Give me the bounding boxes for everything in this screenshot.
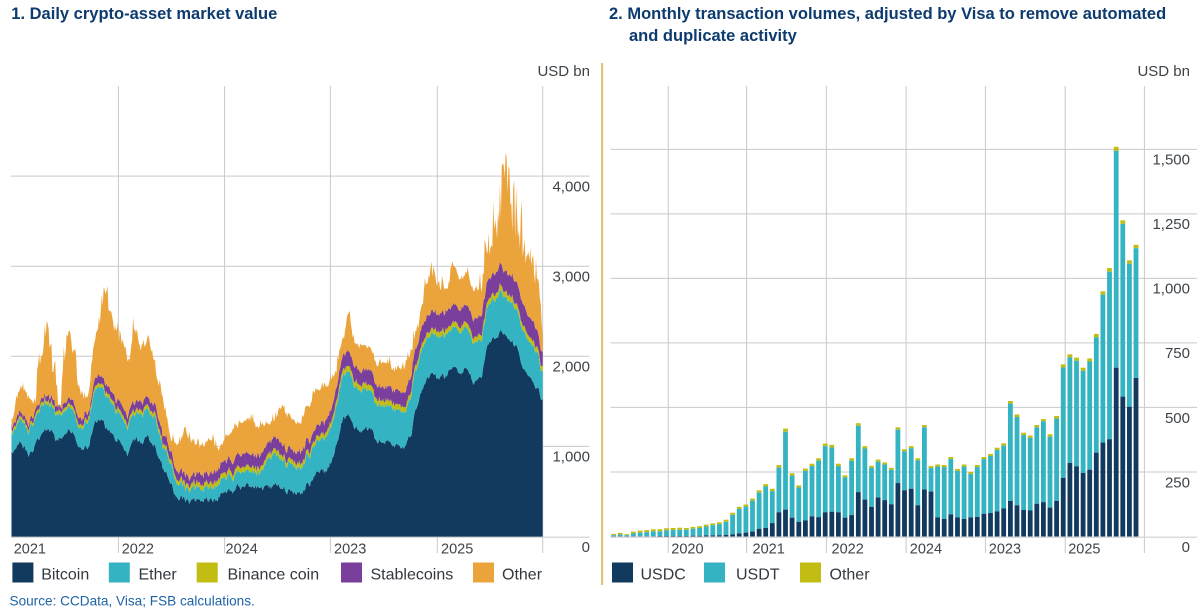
svg-text:Bitcoin: Bitcoin bbox=[41, 567, 89, 584]
svg-text:Stablecoins: Stablecoins bbox=[371, 567, 454, 584]
svg-text:2025: 2025 bbox=[441, 542, 473, 558]
svg-text:2021: 2021 bbox=[753, 542, 785, 558]
svg-text:2024: 2024 bbox=[910, 542, 942, 558]
svg-text:Binance coin: Binance coin bbox=[228, 567, 320, 584]
svg-text:2. Monthly transaction volumes: 2. Monthly transaction volumes, adjusted… bbox=[609, 5, 1166, 23]
svg-text:Ether: Ether bbox=[139, 567, 178, 584]
svg-text:Other: Other bbox=[830, 567, 871, 584]
svg-text:Other: Other bbox=[502, 567, 543, 584]
svg-text:3,000: 3,000 bbox=[552, 269, 590, 286]
svg-text:and duplicate activity: and duplicate activity bbox=[629, 27, 798, 45]
svg-text:USD bn: USD bn bbox=[1137, 63, 1190, 80]
svg-text:2020: 2020 bbox=[671, 542, 703, 558]
svg-text:Source: CCData, Visa; FSB calc: Source: CCData, Visa; FSB calculations. bbox=[10, 594, 255, 609]
svg-text:2021: 2021 bbox=[14, 542, 46, 558]
svg-text:2024: 2024 bbox=[226, 542, 258, 558]
svg-text:2022: 2022 bbox=[832, 542, 864, 558]
svg-text:500: 500 bbox=[1165, 410, 1190, 427]
svg-text:USD bn: USD bn bbox=[537, 63, 590, 80]
svg-text:250: 250 bbox=[1165, 474, 1190, 491]
svg-text:750: 750 bbox=[1165, 345, 1190, 362]
svg-text:1,500: 1,500 bbox=[1152, 152, 1190, 169]
svg-text:1,250: 1,250 bbox=[1152, 216, 1190, 233]
svg-text:2025: 2025 bbox=[1068, 542, 1100, 558]
svg-text:2,000: 2,000 bbox=[552, 359, 590, 376]
svg-text:2023: 2023 bbox=[334, 542, 366, 558]
svg-text:1,000: 1,000 bbox=[552, 449, 590, 466]
svg-text:2023: 2023 bbox=[989, 542, 1021, 558]
svg-text:2022: 2022 bbox=[122, 542, 154, 558]
svg-text:1. Daily crypto-asset market v: 1. Daily crypto-asset market value bbox=[11, 5, 277, 23]
svg-text:0: 0 bbox=[1182, 539, 1190, 556]
svg-text:USDC: USDC bbox=[641, 567, 686, 584]
svg-text:1,000: 1,000 bbox=[1152, 281, 1190, 298]
svg-text:USDT: USDT bbox=[736, 567, 780, 584]
svg-text:4,000: 4,000 bbox=[552, 178, 590, 195]
svg-text:0: 0 bbox=[582, 539, 590, 556]
